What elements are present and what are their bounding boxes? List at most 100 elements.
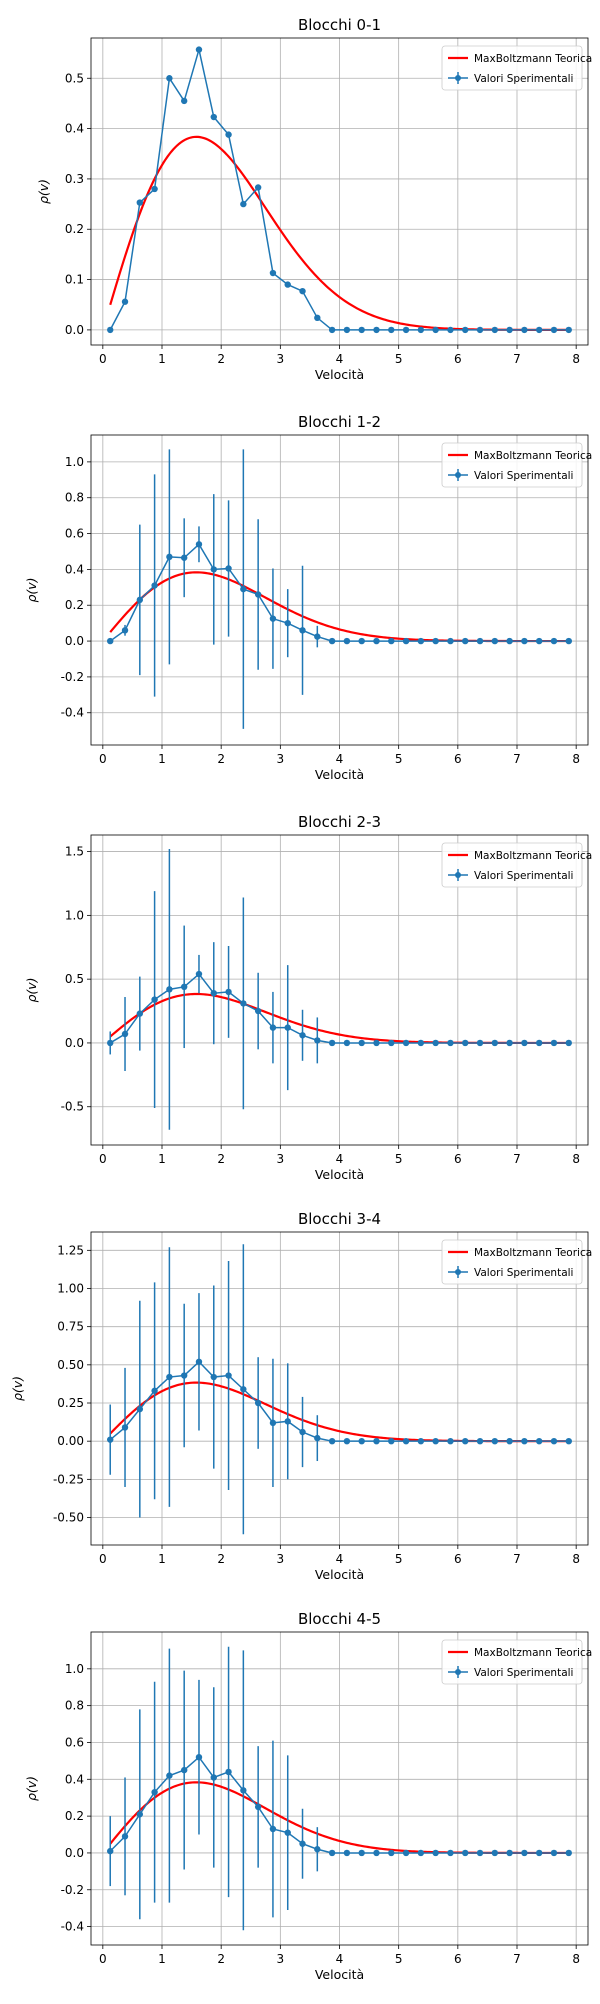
y-tick-label: 0.0 [65,634,84,648]
x-tick-label: 2 [217,352,225,366]
data-point [299,1840,306,1847]
data-point [299,1428,306,1436]
x-tick-label: 0 [99,1552,107,1566]
data-point [550,1437,558,1445]
y-tick-label: 1.0 [65,455,84,469]
data-point [328,1437,336,1445]
data-point [225,565,232,572]
data-point [432,1437,439,1445]
data-point [447,1849,454,1857]
x-tick-label: 5 [395,1152,403,1166]
x-axis-label: Velocità [315,1967,364,1982]
y-tick-label: -0.2 [61,670,84,684]
y-tick-label: 1.00 [57,1281,84,1295]
data-point [402,326,410,334]
data-point [521,637,528,645]
data-point [358,326,365,334]
x-tick-label: 2 [217,1952,225,1966]
data-point [388,326,395,334]
data-point [210,113,217,121]
data-point [358,1437,365,1445]
y-tick-label: 0.0 [65,1036,84,1050]
legend-box [441,45,583,91]
axes-frame [90,434,589,746]
data-point [284,1829,291,1836]
data-point [535,1437,543,1445]
x-tick-label: 7 [513,1952,521,1966]
data-point [151,185,158,193]
data-point [565,1437,572,1445]
data-point [550,326,558,334]
data-point [284,1024,291,1031]
data-point [195,541,203,548]
data-point [269,615,277,622]
legend-box [441,1639,583,1685]
x-tick-label: 1 [158,752,166,766]
y-tick-label: 1.0 [65,1662,84,1676]
data-point [432,637,439,645]
data-point [107,326,114,334]
x-tick-label: 6 [454,1552,462,1566]
axes-frame [90,1631,589,1946]
chart-panel-1: 0 1 2 3 4 5 6 7 8 0.0 0.1 0.2 0.3 0.4 0.5 Blocchi 0-1 Ve… [36,16,592,382]
data-point [402,637,410,645]
y-tick-label: 0.2 [65,1809,84,1823]
data-point [491,1849,499,1857]
x-tick-label: 7 [513,1552,521,1566]
data-point [462,1437,469,1445]
legend: MaxBoltzmann Teorica Valori Sperimentali [441,1639,592,1685]
y-tick-label: 0.2 [65,222,84,236]
y-tick-label: 0.4 [65,122,84,136]
y-tick-label: 0.1 [65,273,84,287]
data-point [358,1849,365,1857]
data-point [210,1774,217,1781]
data-point [284,619,291,627]
data-point [462,326,469,334]
chart-panel-4: 0 1 2 3 4 5 6 7 8 -0.50 -0.25 0.00 0.25 0.50 0.75 1.00 1… [10,1210,592,1582]
data-point [328,637,336,645]
y-axis-label: ρ(v) [36,179,51,204]
y-tick-label: -0.2 [61,1883,84,1897]
data-point [388,1849,395,1857]
data-point [136,596,144,604]
data-point [417,326,425,334]
data-point [166,986,173,993]
data-point [151,1788,158,1796]
data-point [136,1405,144,1413]
data-point [269,1419,277,1427]
x-tick-label: 0 [99,352,107,366]
data-point [254,184,262,191]
y-tick-label: -0.4 [61,1920,84,1934]
data-point [388,637,395,645]
x-tick-label: 7 [513,352,521,366]
data-point [136,1010,144,1017]
legend-theory-label: MaxBoltzmann Teorica [474,1647,592,1659]
data-point [284,281,291,288]
data-point [521,326,528,334]
chart-title: Blocchi 1-2 [298,413,381,431]
y-tick-label: 0.4 [65,562,84,576]
y-tick-label: -0.5 [61,1100,84,1114]
chart-title: Blocchi 3-4 [298,1210,381,1228]
chart-panel-3: 0 1 2 3 4 5 6 7 8 -0.5 0.0 0.5 1.0 1.5 Blocchi 2-3 Velo… [24,813,592,1182]
data-point [284,1418,291,1425]
y-axis-label: ρ(v) [10,1376,25,1401]
data-point [210,1373,217,1381]
legend: MaxBoltzmann Teorica Valori Sperimentali [441,1239,592,1285]
x-tick-label: 6 [454,1152,462,1166]
data-point [417,1437,425,1445]
x-tick-label: 2 [217,1552,225,1566]
data-point [358,637,365,645]
data-point [180,1766,188,1774]
data-point [462,1039,469,1047]
legend-box [441,842,583,888]
y-tick-label: 0.50 [57,1358,84,1372]
x-tick-label: 4 [336,1552,344,1566]
data-point [402,1849,410,1857]
y-tick-label: 0.5 [65,972,84,986]
data-point [314,314,321,322]
x-tick-label: 3 [277,1952,285,1966]
experimental-series [107,1646,572,1931]
data-point [565,1849,572,1857]
